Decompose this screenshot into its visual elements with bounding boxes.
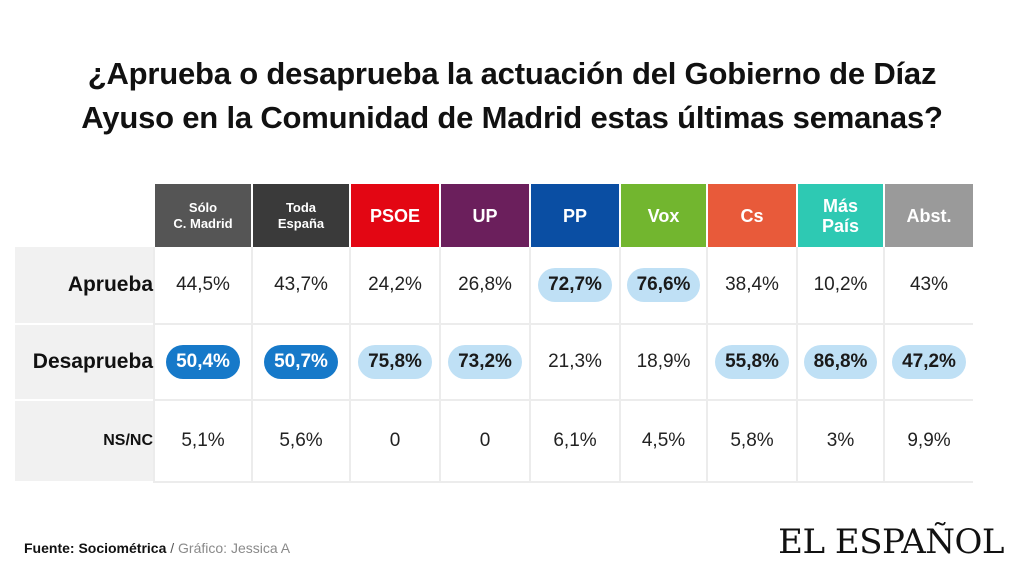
highlighted-value: 47,2%	[892, 345, 966, 379]
value-cell: 9,9%	[883, 401, 973, 483]
value-cell: 18,9%	[619, 325, 706, 401]
value-cell: 75,8%	[349, 325, 439, 401]
column-header-line1: Toda	[285, 199, 317, 215]
value-cell: 44,5%	[153, 247, 251, 325]
value-cell: 86,8%	[796, 325, 883, 401]
value-cell: 24,2%	[349, 247, 439, 325]
cell-value: 5,8%	[730, 430, 774, 451]
row-label: Desaprueba	[15, 325, 153, 401]
column-header: Sólo C. Madrid	[153, 184, 251, 247]
column-header: PP	[529, 184, 619, 247]
value-cell: 38,4%	[706, 247, 796, 325]
value-cell: 76,6%	[619, 247, 706, 325]
cell-value: 38,4%	[725, 274, 779, 295]
value-cell: 5,6%	[251, 401, 349, 483]
footer-separator: /	[166, 540, 179, 556]
chart-title: ¿Aprueba o desaprueba la actuación del G…	[0, 52, 1024, 140]
highlighted-value: 75,8%	[358, 345, 432, 379]
value-cell: 0	[439, 401, 529, 483]
value-cell: 0	[349, 401, 439, 483]
highlighted-value: 73,2%	[448, 345, 522, 379]
value-cell: 50,7%	[251, 325, 349, 401]
table-row: Aprueba 44,5% 43,7% 24,2% 26,8% 72,7% 76,6% 38,…	[15, 247, 973, 325]
value-cell: 47,2%	[883, 325, 973, 401]
cell-value: 5,1%	[181, 430, 225, 451]
row-label: NS/NC	[15, 401, 153, 483]
column-header-line1: Vox	[647, 205, 680, 226]
highlighted-value: 50,4%	[166, 345, 240, 379]
cell-value: 24,2%	[368, 274, 422, 295]
highlighted-value: 72,7%	[538, 268, 612, 302]
column-header-line1: Sólo	[188, 199, 218, 215]
column-header-line2: País	[821, 215, 860, 236]
cell-value: 0	[389, 430, 401, 451]
value-cell: 73,2%	[439, 325, 529, 401]
header-corner	[15, 184, 153, 247]
value-cell: 26,8%	[439, 247, 529, 325]
column-header-line1: PP	[562, 205, 587, 226]
source-text: Fuente: Sociométrica	[24, 540, 167, 556]
column-header: PSOE	[349, 184, 439, 247]
cell-value: 9,9%	[907, 430, 951, 451]
cell-value: 43,7%	[274, 274, 328, 295]
cell-value: 21,3%	[548, 351, 602, 372]
column-header-line1: Más	[822, 195, 858, 216]
value-cell: 43%	[883, 247, 973, 325]
column-header-line1: UP	[472, 205, 498, 226]
column-header-line2: C. Madrid	[173, 215, 233, 231]
results-table: Sólo C. Madrid Toda España PSOE UP PP Vox Cs Más P…	[15, 184, 973, 483]
highlighted-value: 76,6%	[626, 268, 701, 302]
highlighted-value: 55,8%	[715, 345, 789, 379]
cell-value: 43%	[909, 274, 949, 295]
value-cell: 72,7%	[529, 247, 619, 325]
cell-value: 5,6%	[279, 430, 323, 451]
column-header-line2: España	[277, 215, 325, 231]
footer: Fuente: Sociométrica / Gráfico: Jessica …	[24, 540, 290, 556]
brand-logo: EL ESPAÑOL	[778, 522, 1004, 562]
header-row: Sólo C. Madrid Toda España PSOE UP PP Vox Cs Más P…	[15, 184, 973, 247]
table-body: Aprueba 44,5% 43,7% 24,2% 26,8% 72,7% 76,6% 38,…	[15, 247, 973, 483]
value-cell: 5,1%	[153, 401, 251, 483]
cell-value: 18,9%	[636, 351, 691, 372]
value-cell: 5,8%	[706, 401, 796, 483]
value-cell: 50,4%	[153, 325, 251, 401]
value-cell: 3%	[796, 401, 883, 483]
value-cell: 10,2%	[796, 247, 883, 325]
title-line-1: ¿Aprueba o desaprueba la actuación del G…	[87, 56, 937, 91]
cell-value: 10,2%	[813, 274, 868, 295]
value-cell: 4,5%	[619, 401, 706, 483]
credit-text: Gráfico: Jessica A	[178, 540, 291, 556]
cell-value: 4,5%	[641, 430, 686, 451]
cell-value: 44,5%	[176, 274, 230, 295]
column-header: Cs	[706, 184, 796, 247]
cell-value: 6,1%	[553, 430, 597, 451]
column-header: UP	[439, 184, 529, 247]
title-line-2: Ayuso en la Comunidad de Madrid estas úl…	[81, 100, 943, 135]
cell-value: 3%	[826, 430, 855, 451]
highlighted-value: 86,8%	[803, 345, 878, 379]
column-header: Abst.	[883, 184, 973, 247]
column-header: Vox	[619, 184, 706, 247]
column-header: Toda España	[251, 184, 349, 247]
value-cell: 55,8%	[706, 325, 796, 401]
highlighted-value: 50,7%	[264, 345, 338, 379]
cell-value: 26,8%	[458, 274, 512, 295]
row-label: Aprueba	[15, 247, 153, 325]
column-header: Más País	[796, 184, 883, 247]
table-row: NS/NC 5,1% 5,6% 0 0 6,1% 4,5% 5,8% 3% 9,9%	[15, 401, 973, 483]
cell-value: 0	[479, 430, 491, 451]
column-header-line1: Abst.	[906, 205, 952, 226]
table-row: Desaprueba 50,4% 50,7% 75,8% 73,2% 21,3% 18,9%…	[15, 325, 973, 401]
value-cell: 6,1%	[529, 401, 619, 483]
value-cell: 43,7%	[251, 247, 349, 325]
value-cell: 21,3%	[529, 325, 619, 401]
column-header-line1: Cs	[740, 205, 764, 226]
column-header-line1: PSOE	[369, 205, 421, 226]
